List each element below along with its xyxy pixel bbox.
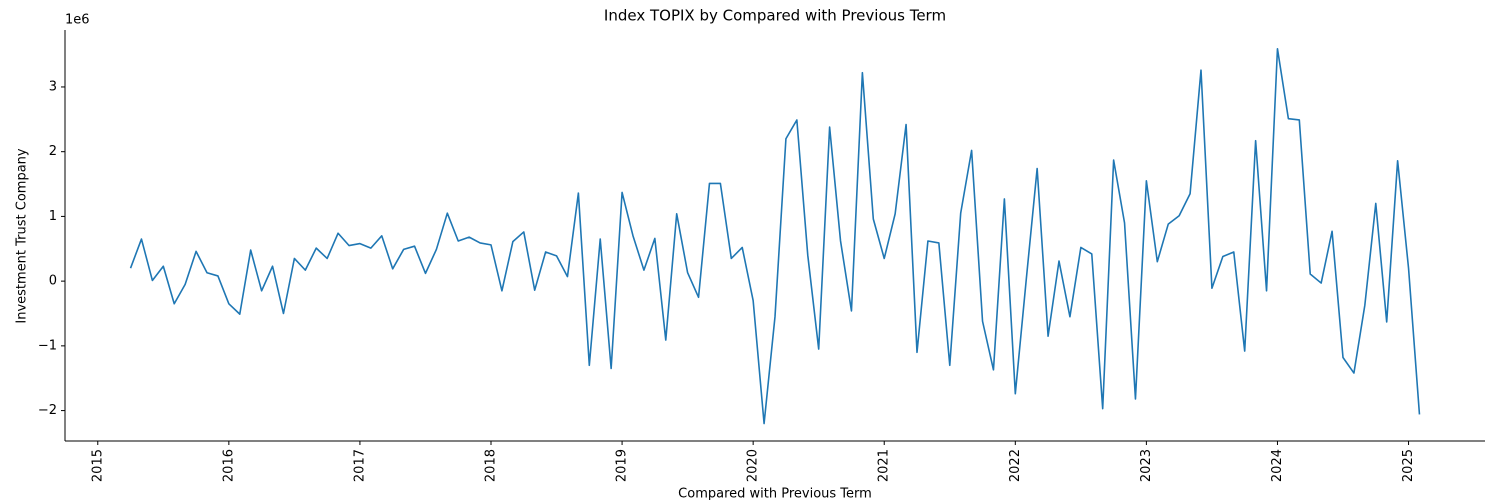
x-tick-label: 2019 <box>615 449 630 482</box>
chart-title: Index TOPIX by Compared with Previous Te… <box>604 7 946 25</box>
x-tick-label: 2022 <box>1008 449 1023 482</box>
x-tick-label: 2025 <box>1401 449 1416 482</box>
x-tick-label: 2015 <box>90 449 105 482</box>
y-axis-label: Investment Trust Company <box>15 148 30 324</box>
x-tick-label: 2020 <box>746 449 761 482</box>
x-tick-label: 2016 <box>221 449 236 482</box>
x-tick-label: 2024 <box>1270 449 1285 482</box>
x-tick-label: 2023 <box>1139 449 1154 482</box>
y-tick-label: −1 <box>38 338 57 353</box>
x-tick-label: 2018 <box>484 449 499 482</box>
y-tick-label: 1 <box>49 209 57 224</box>
y-tick-label: 3 <box>49 79 57 94</box>
x-axis-label: Compared with Previous Term <box>678 487 872 500</box>
y-tick-label: 0 <box>49 274 57 289</box>
x-tick-label: 2017 <box>352 449 367 482</box>
x-tick-label: 2021 <box>877 449 892 482</box>
y-offset-label: 1e6 <box>65 13 90 28</box>
data-line <box>129 47 1421 425</box>
y-tick-label: −2 <box>38 403 57 418</box>
y-tick-label: 2 <box>49 144 57 159</box>
